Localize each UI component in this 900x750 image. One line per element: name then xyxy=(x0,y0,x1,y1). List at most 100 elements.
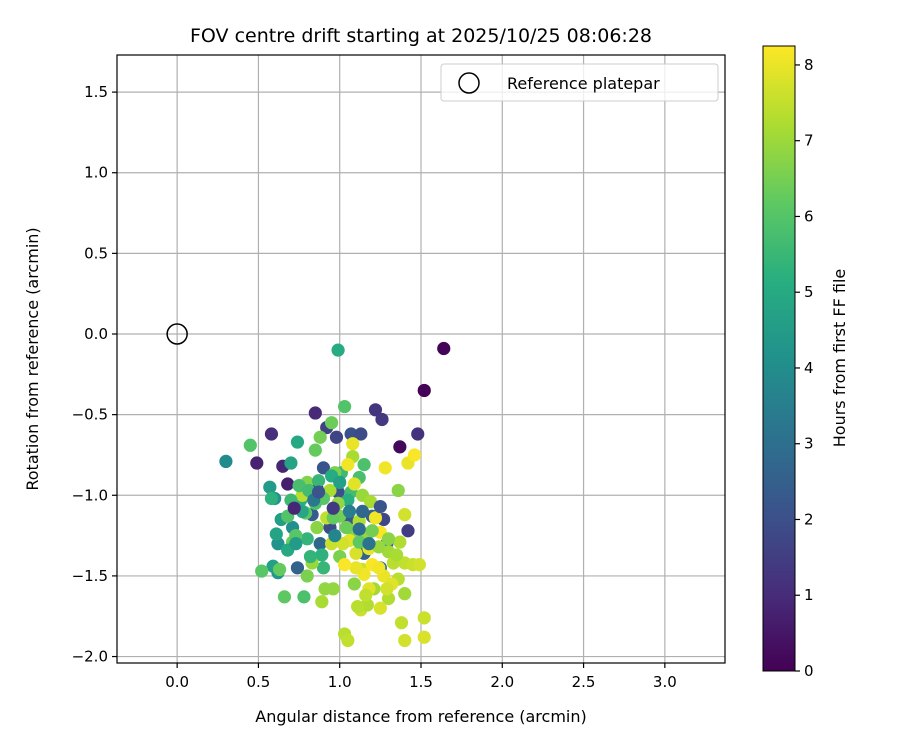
data-point xyxy=(380,582,394,596)
y-tick-label: 1.5 xyxy=(84,83,108,101)
data-point xyxy=(362,537,376,551)
data-point xyxy=(287,501,301,515)
reference-marker-layer xyxy=(166,323,188,345)
data-point xyxy=(243,438,257,452)
data-point xyxy=(437,341,451,356)
data-point xyxy=(347,477,361,491)
data-point xyxy=(255,564,269,578)
data-point xyxy=(349,561,363,575)
data-point xyxy=(393,440,407,454)
data-point xyxy=(219,454,233,469)
data-point xyxy=(373,499,387,514)
data-point xyxy=(263,480,277,494)
colorbar-tick-label: 1 xyxy=(804,586,814,604)
data-point xyxy=(378,461,392,475)
data-point xyxy=(354,427,368,441)
colorbar-tick-label: 5 xyxy=(804,283,814,301)
data-point xyxy=(352,522,366,536)
data-point xyxy=(401,524,415,538)
colorbar-tick-label: 3 xyxy=(804,435,814,453)
x-tick-label: 0.0 xyxy=(165,673,189,691)
data-point xyxy=(300,569,314,583)
data-point xyxy=(277,590,292,604)
data-point xyxy=(315,548,329,562)
y-tick-label: 0.0 xyxy=(84,325,108,343)
data-point xyxy=(311,474,326,488)
x-tick-label: 3.0 xyxy=(653,673,677,691)
data-point xyxy=(329,430,344,444)
colorbar-label: Hours from first FF file xyxy=(830,269,849,448)
data-point xyxy=(349,546,363,560)
data-point xyxy=(290,561,305,575)
data-point xyxy=(417,611,431,625)
legend-entry-reference: Reference platepar xyxy=(507,74,660,93)
data-point xyxy=(398,508,412,522)
data-point xyxy=(417,630,431,644)
colorbar-tick-label: 6 xyxy=(804,207,814,225)
data-point xyxy=(341,633,355,648)
legend-box xyxy=(440,63,719,102)
data-point xyxy=(333,475,347,489)
data-point xyxy=(357,458,371,472)
y-tick-label: −0.5 xyxy=(72,406,108,424)
data-point xyxy=(316,461,331,475)
data-point xyxy=(342,504,357,519)
data-points xyxy=(219,341,451,648)
data-point xyxy=(300,532,314,546)
colorbar-tick-label: 0 xyxy=(804,662,814,680)
data-point xyxy=(308,443,322,457)
data-point xyxy=(341,458,355,472)
data-point xyxy=(347,577,361,591)
data-point xyxy=(289,537,303,551)
colorbar-gradient xyxy=(762,45,796,672)
x-tick-label: 2.0 xyxy=(490,673,514,691)
colorbar-tick-label: 7 xyxy=(804,132,814,150)
data-point xyxy=(398,587,412,601)
data-point xyxy=(281,477,295,491)
data-point xyxy=(292,478,306,493)
data-point xyxy=(407,448,422,462)
data-point xyxy=(331,343,345,357)
data-point xyxy=(372,561,386,575)
data-point xyxy=(313,430,327,444)
data-point xyxy=(412,558,426,572)
data-point xyxy=(310,520,324,535)
y-axis-ticks: 1.5 1.0 0.5 0.0 −0.5 −1.0 −1.5 −2.0 xyxy=(72,83,117,666)
colorbar-ticks: 0 1 2 3 4 5 6 7 8 xyxy=(795,56,814,680)
chart-title: FOV centre drift starting at 2025/10/25 … xyxy=(190,25,652,47)
data-point xyxy=(346,437,360,451)
data-point xyxy=(365,524,379,538)
legend-marker xyxy=(458,72,480,94)
data-point xyxy=(250,456,264,470)
y-tick-label: −1.5 xyxy=(72,567,108,585)
data-point xyxy=(324,416,339,430)
data-point xyxy=(303,549,318,564)
data-point xyxy=(398,633,412,648)
reference-platepar-marker xyxy=(166,323,188,345)
colorbar-tick-label: 8 xyxy=(804,56,814,74)
data-point xyxy=(326,501,340,515)
data-point xyxy=(368,403,383,417)
data-point xyxy=(269,527,283,541)
data-point xyxy=(393,535,407,549)
x-axis-ticks: 0.0 0.5 1.0 1.5 2.0 2.5 3.0 xyxy=(165,663,677,691)
grid xyxy=(117,55,725,663)
data-point xyxy=(391,483,405,498)
data-point xyxy=(284,456,298,470)
x-tick-label: 1.0 xyxy=(328,673,352,691)
data-point xyxy=(417,383,431,398)
y-tick-label: 1.0 xyxy=(84,164,108,182)
x-tick-label: 1.5 xyxy=(409,673,433,691)
data-point xyxy=(337,399,352,414)
data-point xyxy=(339,520,353,535)
data-point xyxy=(373,601,387,615)
data-point xyxy=(316,561,331,575)
data-point xyxy=(390,548,404,562)
data-point xyxy=(264,427,279,441)
colorbar-tick-label: 2 xyxy=(804,510,814,528)
data-point xyxy=(394,616,409,630)
colorbar: 0 1 2 3 4 5 6 7 8 Hours from first FF file xyxy=(762,45,849,680)
data-point xyxy=(337,558,352,572)
data-point xyxy=(264,491,279,506)
